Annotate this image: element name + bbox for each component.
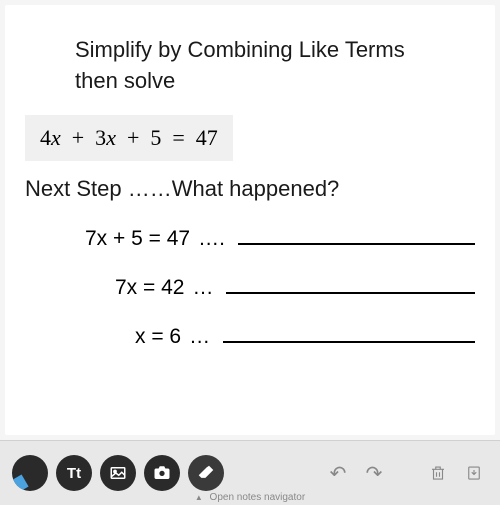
step-equation: 7x = 42 [115,276,184,300]
notes-nav-label: Open notes navigator [210,492,306,503]
page-title: Simplify by Combining Like Terms then so… [75,35,475,97]
document-content: Simplify by Combining Like Terms then so… [5,5,495,435]
blank-line[interactable] [238,243,475,245]
image-tool-icon[interactable] [100,455,136,491]
original-equation: 4x + 3x + 5 = 47 [40,125,218,150]
text-tool-icon[interactable]: Tt [56,455,92,491]
step-row: 7x = 42 … [115,276,475,300]
redo-icon[interactable]: ↷ [360,459,388,487]
blank-line[interactable] [226,292,475,294]
eraser-tool-icon[interactable] [188,455,224,491]
camera-tool-icon[interactable] [144,455,180,491]
pen-tool-icon[interactable] [12,455,48,491]
blank-line[interactable] [223,341,475,343]
equation-box: 4x + 3x + 5 = 47 [25,115,233,161]
trash-icon[interactable] [424,459,452,487]
step-dots: … [189,325,210,349]
step-row: 7x + 5 = 47 …. [85,227,475,251]
step-row: x = 6 … [135,325,475,349]
tt-label: Tt [67,465,81,482]
title-line-2: then solve [75,68,175,93]
title-line-1: Simplify by Combining Like Terms [75,37,405,62]
step-equation: x = 6 [135,325,181,349]
notes-navigator-toggle[interactable]: Open notes navigator [195,490,305,505]
step-dots: … [192,276,213,300]
step-equation: 7x + 5 = 47 [85,227,190,251]
download-icon[interactable] [460,459,488,487]
step-dots: …. [198,227,225,251]
next-step-label: Next Step ……What happened? [25,176,475,202]
undo-icon[interactable]: ↶ [324,459,352,487]
